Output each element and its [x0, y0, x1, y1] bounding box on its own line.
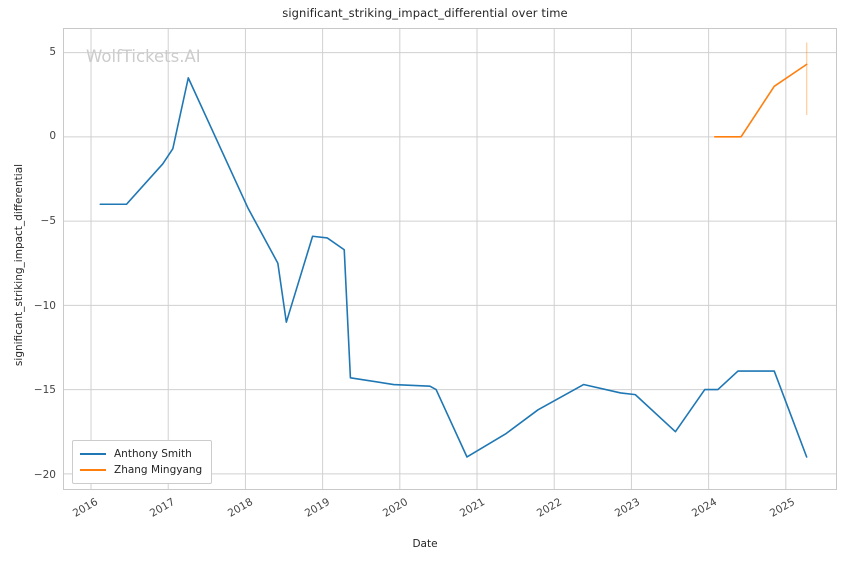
- x-axis-label: Date: [412, 538, 438, 550]
- page-title: significant_striking_impact_differential…: [282, 6, 568, 20]
- grid-lines: [64, 29, 836, 489]
- legend-entry[interactable]: Zhang Mingyang: [80, 462, 202, 478]
- y-tick-label: −15: [33, 384, 56, 397]
- y-axis-ticks: 5 0 −5 −10 −15 −20: [0, 0, 56, 561]
- y-tick-label: 5: [49, 45, 56, 58]
- series-line-1: [99, 77, 808, 458]
- y-tick-label: −5: [40, 214, 56, 227]
- legend-label: Zhang Mingyang: [114, 464, 203, 476]
- legend-entry[interactable]: Anthony Smith: [80, 446, 202, 462]
- legend-swatch-2: [80, 469, 106, 471]
- legend: Anthony Smith Zhang Mingyang: [72, 440, 213, 484]
- series-lines: [99, 42, 808, 458]
- y-axis-label: significant_striking_impact_differential: [13, 163, 25, 367]
- legend-swatch-1: [80, 453, 106, 455]
- y-tick-label: −20: [33, 468, 56, 481]
- series-line-2: [713, 63, 808, 138]
- y-tick-label: 0: [49, 130, 56, 143]
- y-tick-label: −10: [33, 299, 56, 312]
- legend-label: Anthony Smith: [114, 448, 192, 460]
